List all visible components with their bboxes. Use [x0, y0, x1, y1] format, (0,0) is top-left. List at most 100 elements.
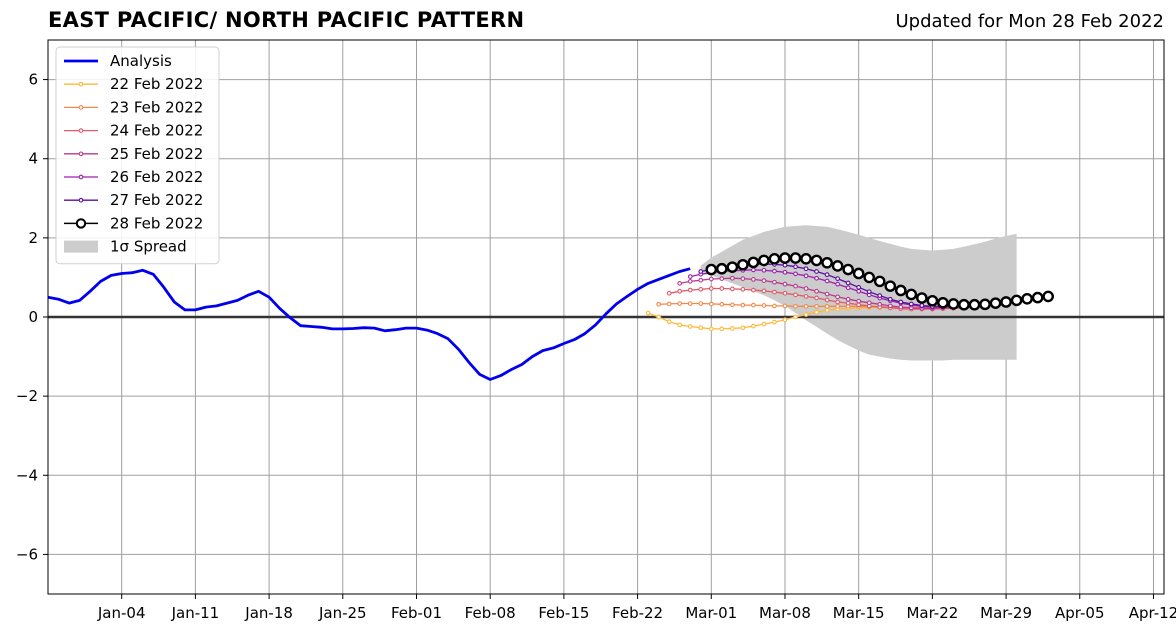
x-tick-label: Feb-01: [391, 604, 442, 622]
current-point: [789, 252, 802, 264]
legend-swatch-marker: [78, 81, 84, 87]
current-point: [894, 284, 907, 297]
forecast-point: [898, 299, 904, 305]
current-point: [1000, 296, 1012, 308]
forecast-point: [698, 286, 704, 292]
x-tick-label: Jan-04: [97, 604, 146, 622]
x-tick-label: Mar-08: [759, 604, 811, 622]
y-tick-label: 4: [28, 150, 38, 168]
forecast-point: [761, 267, 767, 273]
current-point: [916, 292, 928, 304]
forecast-point: [740, 286, 746, 292]
x-tick-label: Mar-29: [980, 604, 1032, 622]
legend-swatch-marker: [78, 197, 84, 203]
forecast-point: [698, 301, 704, 306]
forecast-point: [919, 303, 925, 308]
forecast-point: [814, 288, 819, 294]
forecast-point: [908, 301, 914, 307]
analysis-line: [47, 267, 691, 381]
forecast-point: [687, 287, 693, 293]
forecast-point: [824, 307, 830, 313]
forecast-point: [793, 314, 798, 320]
y-tick-label: 6: [28, 71, 38, 89]
current-point: [873, 275, 886, 288]
forecast-point: [898, 304, 904, 310]
x-tick-label: Feb-08: [465, 604, 516, 622]
legend-label: Analysis: [110, 52, 172, 70]
forecast-point: [645, 310, 651, 316]
forecast-point: [793, 271, 798, 277]
forecast-point: [751, 302, 756, 308]
legend-swatch-marker: [78, 105, 84, 110]
y-tick-label: 0: [28, 308, 38, 326]
x-tick-label: Mar-22: [906, 604, 958, 622]
current-point: [737, 258, 749, 271]
x-tick-label: Feb-22: [612, 604, 663, 622]
forecast-point: [782, 290, 788, 296]
current-point: [800, 253, 812, 265]
forecast-point: [772, 289, 777, 295]
forecast-point: [814, 309, 819, 315]
y-tick-label: −2: [16, 387, 38, 405]
forecast-point: [782, 269, 788, 275]
forecast-point: [845, 280, 851, 286]
forecast-point: [793, 283, 798, 289]
forecast-point: [772, 268, 777, 274]
forecast-point: [877, 293, 883, 298]
current-point: [905, 288, 918, 301]
forecast-point: [824, 297, 830, 303]
forecast-point: [729, 286, 735, 292]
legend-label: 28 Feb 2022: [110, 214, 203, 232]
current-point: [989, 297, 1002, 309]
forecast-point: [677, 281, 683, 286]
forecast-point: [824, 278, 830, 284]
x-tick-label: Jan-18: [244, 604, 293, 622]
current-point: [705, 263, 718, 276]
forecast-point: [719, 286, 725, 291]
forecast-point: [824, 303, 830, 309]
legend-swatch-marker: [78, 174, 84, 180]
forecast-point: [814, 269, 819, 274]
current-point: [842, 263, 854, 276]
forecast-point: [729, 275, 735, 281]
series-28-feb-2022: [705, 252, 1054, 311]
legend-swatch-marker: [78, 151, 84, 157]
chart-subtitle: Updated for Mon 28 Feb 2022: [895, 11, 1164, 32]
forecast-point: [656, 301, 661, 307]
forecast-point: [782, 303, 788, 309]
forecast-point: [793, 303, 798, 309]
forecast-point: [782, 281, 788, 287]
current-point: [768, 253, 781, 265]
current-point: [947, 298, 960, 310]
current-point: [1031, 291, 1044, 304]
x-tick-label: Jan-11: [171, 604, 220, 622]
forecast-point: [866, 289, 872, 295]
x-tick-label: Mar-15: [833, 604, 885, 622]
forecast-point: [740, 276, 746, 281]
forecast-point: [782, 262, 788, 268]
forecast-point: [835, 276, 840, 281]
forecast-point: [835, 294, 840, 300]
current-point: [831, 260, 844, 272]
y-tick-label: 2: [28, 229, 38, 247]
x-tick-label: Apr-12: [1129, 604, 1176, 622]
current-point: [716, 262, 728, 275]
legend-box: [55, 46, 220, 265]
current-point: [852, 267, 865, 280]
forecast-point: [677, 322, 683, 328]
forecast-point: [687, 279, 693, 284]
forecast-point: [677, 288, 683, 294]
forecast-point: [719, 276, 725, 281]
forecast-point: [687, 324, 693, 329]
current-point: [758, 254, 770, 267]
forecast-point: [656, 314, 661, 320]
forecast-point: [666, 319, 672, 325]
legend: Analysis 22 Feb 2022 23 Feb 2022 24 Feb 202…: [55, 46, 220, 265]
tick-labels: Jan-04 Jan-11 Jan-18 Jan-25 Feb-01 Feb-08 Feb-…: [16, 71, 1176, 622]
forecast-point: [814, 303, 819, 309]
forecast-point: [666, 301, 672, 307]
current-point: [1021, 292, 1033, 305]
x-tick-label: Apr-05: [1055, 604, 1105, 622]
forecast-point: [719, 326, 725, 332]
